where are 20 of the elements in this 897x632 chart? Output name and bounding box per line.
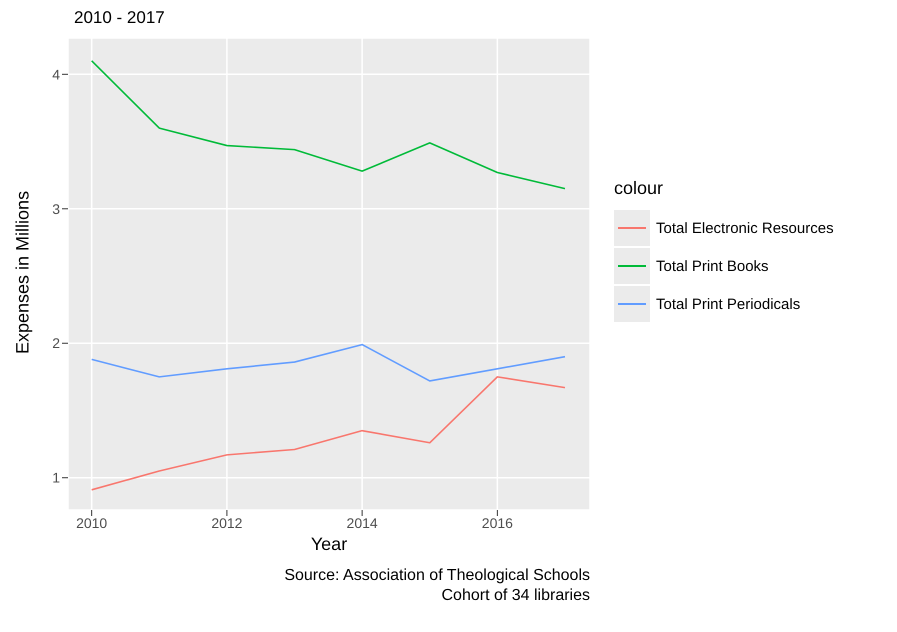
x-tick-label: 2012 xyxy=(211,514,243,531)
y-tick-label: 2 xyxy=(52,335,60,352)
text: Cohort of 34 libraries xyxy=(440,586,590,606)
y-tick-label: 1 xyxy=(52,470,60,486)
y-tick-label: 3 xyxy=(52,200,60,217)
legend-title: colour xyxy=(614,178,664,199)
x-tick-label: 2010 xyxy=(76,514,108,531)
legend-label: Total Print Periodicals xyxy=(656,296,800,312)
chart-title: 2010 - 2017 xyxy=(74,8,166,29)
y-axis-title: Expenses in Millions xyxy=(12,190,32,354)
x-tick-label: 2014 xyxy=(346,514,378,531)
y-tick-label: 4 xyxy=(52,66,60,82)
line-series xyxy=(90,376,566,491)
line-series xyxy=(90,60,566,190)
x-tick-label: 2016 xyxy=(482,514,514,531)
line-series xyxy=(90,344,566,382)
legend-label: Total Electronic Resources xyxy=(656,220,834,236)
legend-label: Total Print Books xyxy=(656,258,769,274)
x-axis-title: Year xyxy=(310,534,348,554)
source-note: Source: Association of Theological Schools xyxy=(283,566,590,586)
